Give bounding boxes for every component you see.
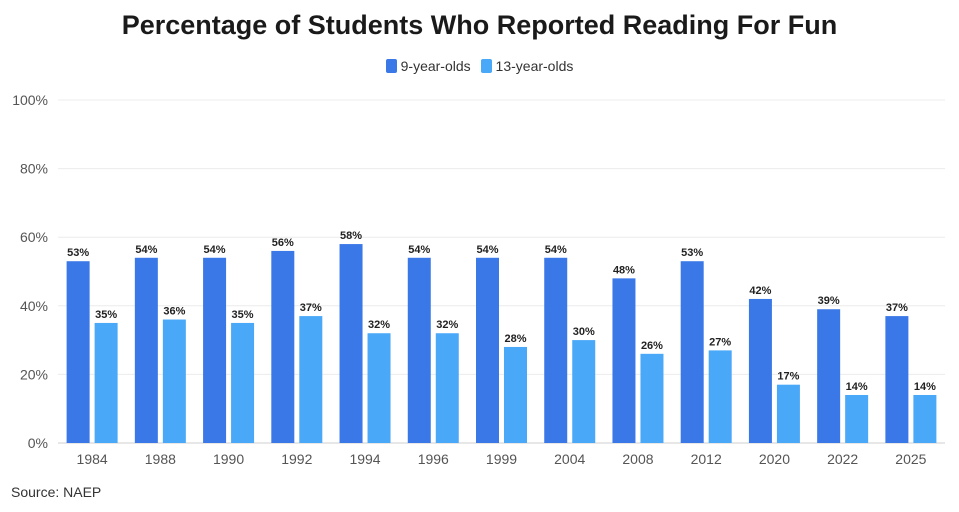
y-tick-label: 100% (12, 92, 48, 108)
legend: 9-year-olds 13-year-olds (0, 58, 959, 76)
bar (845, 394, 869, 443)
bar (708, 350, 732, 443)
bar (776, 384, 800, 443)
bar (367, 333, 391, 443)
bar (66, 261, 90, 443)
data-label: 39% (818, 295, 840, 307)
bar (407, 257, 431, 443)
source-note: Source: NAEP (11, 484, 102, 500)
x-tick-label: 1992 (281, 451, 312, 467)
x-tick-label: 1996 (418, 451, 449, 467)
bar (572, 340, 596, 443)
x-tick-label: 1999 (486, 451, 517, 467)
data-label: 26% (641, 340, 663, 352)
data-label: 53% (681, 247, 703, 259)
legend-item-9-year-olds[interactable]: 9-year-olds (385, 58, 471, 74)
data-label: 28% (504, 333, 526, 345)
x-tick-label: 2004 (554, 451, 585, 467)
y-tick-label: 20% (20, 366, 48, 382)
legend-label-13-year-olds: 13-year-olds (495, 58, 574, 74)
data-label: 54% (545, 244, 567, 256)
data-label: 54% (204, 244, 226, 256)
x-tick-label: 1994 (349, 451, 380, 467)
data-label: 35% (232, 309, 254, 321)
data-label: 54% (476, 244, 498, 256)
bar (231, 322, 255, 443)
bar (612, 278, 636, 443)
x-tick-label: 2012 (691, 451, 722, 467)
bar (134, 257, 158, 443)
bar (817, 309, 841, 443)
data-label: 48% (613, 264, 635, 276)
data-label: 53% (67, 247, 89, 259)
data-label: 14% (846, 381, 868, 393)
chart-title: Percentage of Students Who Reported Read… (121, 10, 838, 40)
bar (339, 244, 363, 443)
data-label: 37% (300, 302, 322, 314)
data-label: 32% (368, 319, 390, 331)
x-tick-label: 1988 (145, 451, 176, 467)
bar (544, 257, 568, 443)
bar (203, 257, 227, 443)
x-tick-label: 2020 (759, 451, 790, 467)
bar (435, 333, 459, 443)
legend-swatch-9-year-olds (385, 59, 397, 73)
bar (680, 261, 704, 443)
x-tick-label: 2025 (895, 451, 926, 467)
x-tick-label: 1990 (213, 451, 244, 467)
legend-item-13-year-olds[interactable]: 13-year-olds (480, 58, 574, 74)
data-label: 17% (777, 371, 799, 383)
y-tick-label: 40% (20, 298, 48, 314)
legend-swatch-13-year-olds (480, 59, 492, 73)
data-label: 32% (436, 319, 458, 331)
y-tick-label: 80% (20, 161, 48, 177)
data-label: 14% (914, 381, 936, 393)
y-tick-label: 0% (28, 435, 48, 451)
data-label: 58% (340, 230, 362, 242)
bar (504, 346, 527, 443)
data-label: 54% (408, 244, 430, 256)
x-tick-label: 2022 (827, 451, 858, 467)
data-label: 54% (135, 244, 157, 256)
data-label: 56% (272, 237, 294, 249)
data-label: 37% (886, 302, 908, 314)
bar (913, 394, 937, 443)
data-label: 35% (95, 309, 117, 321)
legend-label-9-year-olds: 9-year-olds (400, 58, 471, 74)
bar (640, 353, 664, 443)
bar (271, 250, 295, 443)
bar (299, 316, 323, 443)
data-label: 27% (709, 336, 731, 348)
bar (476, 257, 499, 443)
data-label: 36% (163, 306, 185, 318)
bar (94, 322, 118, 443)
bar (748, 298, 772, 443)
bar (162, 319, 186, 443)
bar (885, 316, 909, 443)
data-label: 42% (749, 285, 771, 297)
x-tick-label: 2008 (622, 451, 653, 467)
x-tick-label: 1984 (77, 451, 108, 467)
y-tick-label: 60% (20, 229, 48, 245)
data-label: 30% (573, 326, 595, 338)
